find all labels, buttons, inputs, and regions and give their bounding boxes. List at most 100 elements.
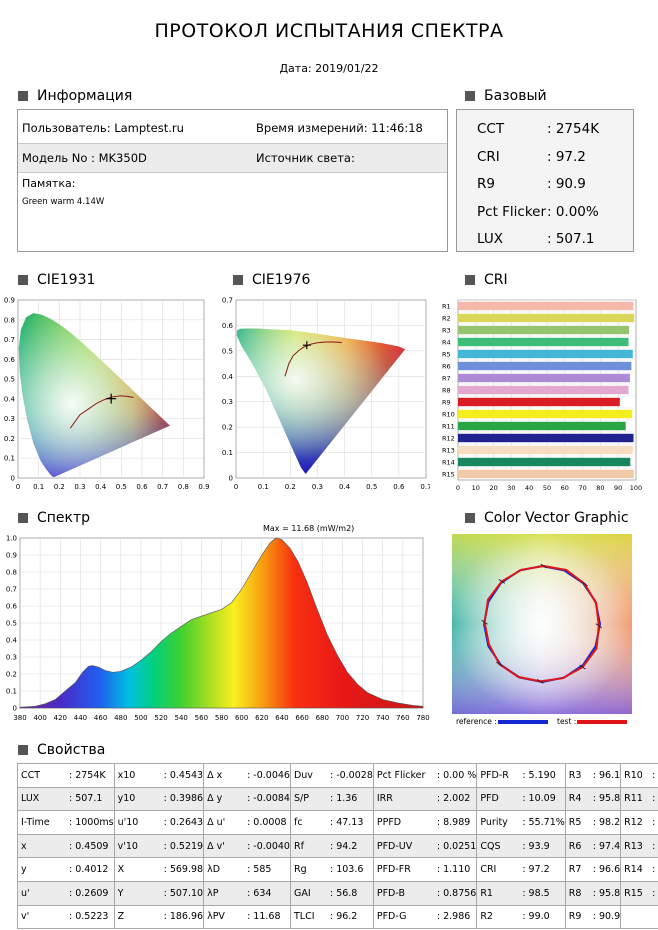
- properties-row: CCT: 2754K x10: 0.4543 Δ x: -0.0046 Duv: -0…: [17, 763, 658, 788]
- property-value: : 0.2643: [163, 816, 204, 828]
- cri-bar-r10: [458, 409, 633, 419]
- property-key: R8: [568, 887, 582, 899]
- spectrum-x-tick: 380: [13, 714, 26, 722]
- property-key: Z: [117, 911, 125, 923]
- section-square-icon: [233, 275, 243, 285]
- cri-row-label: R15: [442, 471, 455, 479]
- cvg-heading: Color Vector Graphic: [465, 510, 629, 526]
- property-value: : 8.989: [436, 816, 471, 828]
- property-key: u'10: [117, 816, 139, 828]
- property-value: : -0.0028: [329, 769, 373, 781]
- property-key: IRR: [376, 793, 393, 805]
- info-memo-label: Памятка:: [22, 177, 76, 190]
- properties-cell: R3: 96.1: [564, 763, 622, 788]
- properties-cell: fc: 47.13: [289, 810, 374, 835]
- info-source: Источник света:: [256, 151, 355, 165]
- property-key: TLCI: [293, 911, 315, 923]
- properties-row: u': 0.2609 Y: 507.10 λP: 634 GAI: 56.8 PFD-B…: [17, 880, 658, 906]
- property-value: : 96.8: [652, 864, 658, 876]
- property-value: : 0.3986: [163, 793, 204, 805]
- properties-cell: u': 0.2609: [17, 880, 115, 906]
- property-key: PFD-B: [376, 887, 405, 899]
- cri-row-label: R9: [442, 399, 451, 407]
- property-key: y: [21, 864, 27, 876]
- properties-cell: R11: 94.2: [620, 786, 658, 812]
- property-key: R11: [624, 793, 643, 805]
- property-key: R6: [568, 840, 582, 852]
- spectrum-x-tick: 440: [74, 714, 87, 722]
- property-key: λP: [207, 887, 219, 899]
- cri-bar-r3: [458, 325, 630, 335]
- property-value: : 1.36: [329, 793, 358, 805]
- section-square-icon: [18, 513, 28, 523]
- properties-cell: CQS: 93.9: [476, 833, 566, 859]
- spectrum-heading: Спектр: [18, 510, 90, 526]
- properties-cell: Duv: -0.0028: [289, 763, 374, 788]
- cri-x-tick: 40: [525, 484, 533, 492]
- cri-x-tick: 50: [543, 484, 551, 492]
- properties-cell: R13: 98.2: [620, 833, 658, 859]
- properties-row: x: 0.4509 v'10: 0.5219 Δ v': -0.0040 Rf: 94…: [17, 833, 658, 859]
- cri-bar-r5: [458, 349, 633, 359]
- cri-x-tick: 10: [472, 484, 480, 492]
- cri-bar-r9: [458, 397, 620, 407]
- cri-x-tick: 100: [630, 484, 642, 492]
- cie1931-x-tick: 0.2: [54, 483, 65, 491]
- property-key: Rg: [293, 864, 307, 876]
- property-value: : 96.2: [329, 911, 358, 923]
- cri-x-tick: 20: [489, 484, 497, 492]
- cie1976-y-tick: 0.4: [222, 373, 234, 381]
- property-value: : 0.0008: [247, 816, 287, 828]
- property-value: : 103.6: [329, 864, 364, 876]
- properties-row: y: 0.4012 X: 569.98 λD: 585 Rg: 103.6 PFD-FR…: [17, 857, 658, 882]
- properties-cell: Y: 507.10: [113, 880, 205, 906]
- cie1976-chart: 0 0.1 0.2 0.3 0.4 0.5 0.6 0.7 0 0.1 0.2 0.3 0.4 0.5 0.…: [222, 297, 430, 492]
- property-key: Pct Flicker: [376, 769, 426, 781]
- cie1931-x-tick: 0.8: [178, 483, 189, 491]
- properties-cell: R15: 98.8: [620, 880, 658, 906]
- property-key: PPFD: [376, 816, 402, 828]
- cie1976-heading: CIE1976: [233, 272, 310, 288]
- properties-cell: IRR: 2.002: [372, 786, 478, 812]
- spectrum-x-tick: 740: [376, 714, 389, 722]
- properties-cell: Z: 186.96: [113, 904, 205, 930]
- cri-x-tick: 90: [614, 484, 622, 492]
- property-key: CRI: [480, 864, 497, 876]
- section-square-icon: [18, 745, 28, 755]
- property-key: R12: [624, 816, 643, 828]
- cie1931-y-tick: 0.6: [4, 356, 16, 364]
- property-value: : -0.0040: [247, 840, 290, 852]
- property-value: : 507.10: [163, 887, 204, 899]
- property-value: : 0.8756: [436, 887, 477, 899]
- property-value: : 98.5: [522, 887, 550, 899]
- spectrum-x-tick: 480: [114, 714, 127, 722]
- property-key: PFD-R: [480, 769, 509, 781]
- spectrum-y-tick: 0.5: [6, 620, 17, 628]
- properties-cell: R8: 95.8: [564, 880, 622, 906]
- cri-row-label: R14: [442, 459, 455, 467]
- cie1931-heading: CIE1931: [18, 272, 95, 288]
- cie1976-y-tick: 0.6: [222, 322, 234, 330]
- property-key: CCT: [21, 769, 41, 781]
- cie1931-x-tick: 0.9: [198, 483, 209, 491]
- cvg-arrow-icon: [540, 563, 547, 569]
- spectrum-x-tick: 420: [54, 714, 67, 722]
- spectrum-y-tick: 0.7: [6, 586, 17, 594]
- cvg-arrow-icon: [581, 581, 588, 587]
- spectrum-y-tick: 0.1: [6, 688, 17, 696]
- property-key: λD: [207, 864, 221, 876]
- properties-cell: R6: 97.4: [564, 833, 622, 859]
- cie1976-x-tick: 0.1: [258, 483, 269, 491]
- basic-heading: Базовый: [465, 88, 547, 104]
- cie1931-y-tick: 0.7: [4, 336, 15, 344]
- cie1931-x-tick: 0.4: [95, 483, 107, 491]
- section-square-icon: [465, 275, 475, 285]
- properties-cell: I-Time: 1000ms: [17, 810, 115, 835]
- property-key: Δ y: [207, 793, 223, 805]
- property-key: GAI: [293, 887, 311, 899]
- spectrum-max-label: Max = 11.68 (mW/m2): [263, 524, 355, 533]
- info-row-model: Модель No : MK350D Источник света:: [18, 143, 447, 173]
- cri-row-label: R4: [442, 339, 451, 347]
- spectrum-y-tick: 0.3: [6, 654, 17, 662]
